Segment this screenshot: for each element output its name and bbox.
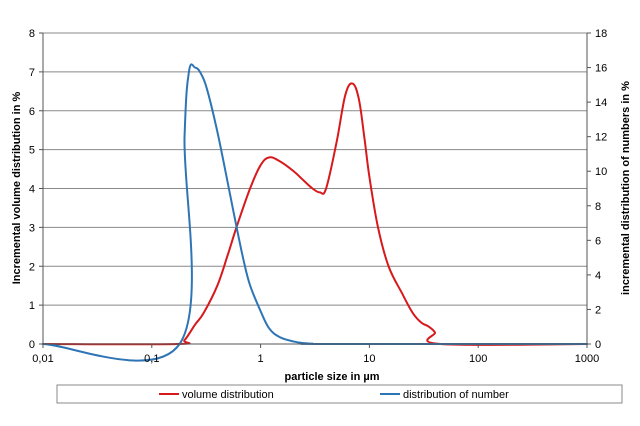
series-line-distribution-of-number <box>42 63 588 362</box>
y-left-tick-label: 2 <box>29 261 35 273</box>
legend-box <box>56 384 623 404</box>
x-tick-label: 100 <box>469 353 487 365</box>
y-left-tick-label: 8 <box>29 28 35 40</box>
y-left-tick-label: 5 <box>29 145 35 157</box>
legend: volume distribution distribution of numb… <box>56 384 623 404</box>
y-left-tick-label: 4 <box>29 184 35 196</box>
y-left-tick-label: 7 <box>29 67 35 79</box>
grid-lines <box>43 32 587 345</box>
y-right-tick-label: 14 <box>595 97 607 109</box>
y-left-tick-label: 1 <box>29 300 35 312</box>
y-axis-right-title: incremental distribution of numbers in % <box>620 81 632 295</box>
x-axis-title: particle size in µm <box>285 371 380 383</box>
y-right-tick-label: 4 <box>595 270 601 282</box>
y-left-tick-label: 0 <box>29 339 35 351</box>
y-right-tick-label: 10 <box>595 166 607 178</box>
x-tick-label: 1000 <box>575 353 599 365</box>
y-right-tick-label: 6 <box>595 235 601 247</box>
x-tick-label: 0,1 <box>144 353 159 365</box>
y-left-tick-label: 6 <box>29 106 35 118</box>
x-tick-label: 10 <box>363 353 375 365</box>
y-right-tick-label: 18 <box>595 28 607 40</box>
y-right-tick-label: 16 <box>595 63 607 75</box>
x-tick-label: 0,01 <box>32 353 53 365</box>
y-right-tick-label: 0 <box>595 339 601 351</box>
axes <box>39 32 591 348</box>
legend-label-volume: volume distribution <box>182 389 274 401</box>
y-right-tick-label: 2 <box>595 304 601 316</box>
y-left-tick-label: 3 <box>29 222 35 234</box>
series-layer <box>42 63 588 362</box>
legend-label-number: distribution of number <box>403 389 509 401</box>
y-axis-left-title: Incremental volume distribution in % <box>11 92 23 285</box>
x-tick-label: 1 <box>258 353 264 365</box>
series-line-volume-distribution <box>42 82 588 346</box>
y-right-tick-label: 12 <box>595 132 607 144</box>
y-right-tick-label: 8 <box>595 201 601 213</box>
